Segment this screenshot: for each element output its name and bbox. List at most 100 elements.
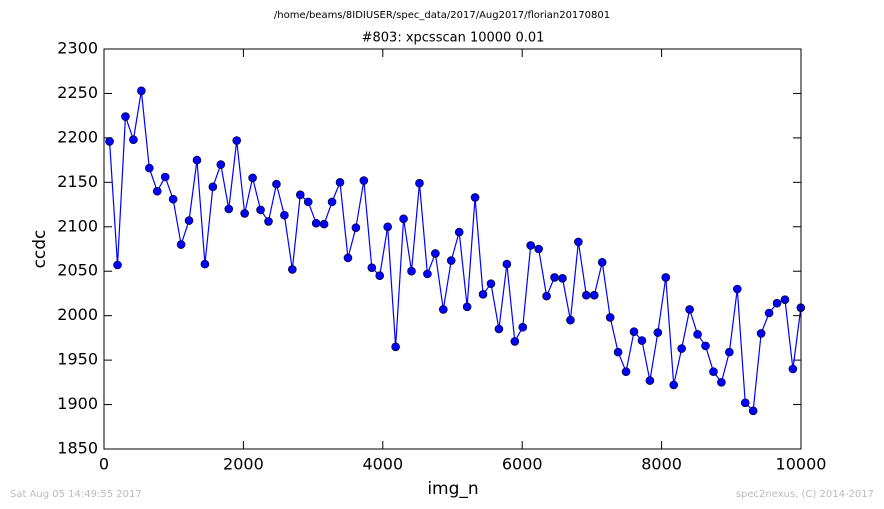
data-point xyxy=(256,205,265,215)
data-point xyxy=(399,214,408,224)
data-point xyxy=(129,135,138,144)
data-point xyxy=(534,244,543,254)
y-tick-label: 2150 xyxy=(57,172,98,191)
x-tick-label: 10000 xyxy=(776,455,827,474)
x-tick-label: 6000 xyxy=(502,455,543,474)
data-point xyxy=(295,190,305,200)
y-tick-label: 2300 xyxy=(57,39,98,58)
data-line xyxy=(108,90,802,413)
data-point xyxy=(407,266,416,276)
plot-frame xyxy=(103,48,802,450)
data-point xyxy=(335,178,345,187)
data-point xyxy=(748,406,758,416)
data-point xyxy=(311,218,321,228)
data-point xyxy=(160,172,170,182)
data-point xyxy=(566,315,575,325)
data-point xyxy=(423,269,432,279)
x-axis-label: img_n xyxy=(427,479,478,499)
data-point xyxy=(725,347,734,357)
data-point xyxy=(168,194,178,204)
y-tick-label: 2050 xyxy=(57,261,98,280)
data-point xyxy=(446,256,456,265)
data-point xyxy=(574,237,583,247)
data-point xyxy=(248,173,257,183)
data-point xyxy=(621,367,631,376)
data-point xyxy=(486,279,496,288)
x-tick-label: 0 xyxy=(99,455,109,474)
data-point xyxy=(184,216,194,225)
footer-left: Sat Aug 05 14:49:55 2017 xyxy=(10,489,142,500)
data-point xyxy=(605,313,615,322)
data-point xyxy=(629,327,639,336)
data-point xyxy=(597,258,607,267)
data-point xyxy=(264,217,273,226)
data-point xyxy=(383,222,392,232)
data-point xyxy=(152,186,162,196)
data-point xyxy=(494,324,504,334)
data-point xyxy=(542,291,551,301)
data-point xyxy=(200,259,210,269)
data-point xyxy=(462,302,472,312)
y-tick-label: 2200 xyxy=(57,127,98,146)
data-point xyxy=(359,176,369,185)
y-tick-label: 2100 xyxy=(57,216,98,235)
data-point xyxy=(327,197,337,207)
data-point xyxy=(470,193,480,202)
data-point xyxy=(637,336,647,345)
data-point xyxy=(550,273,559,282)
data-point xyxy=(613,347,623,357)
data-point xyxy=(216,160,226,169)
y-tick-label: 1950 xyxy=(57,350,98,369)
data-point xyxy=(137,86,146,96)
data-point xyxy=(589,290,599,300)
data-point xyxy=(653,328,663,337)
data-point xyxy=(709,367,718,376)
data-point xyxy=(303,197,313,207)
data-point xyxy=(510,337,520,346)
data-point xyxy=(121,112,130,121)
data-point xyxy=(367,263,377,272)
data-point xyxy=(669,380,679,390)
data-point xyxy=(431,249,440,258)
data-point xyxy=(661,273,671,282)
x-tick-label: 8000 xyxy=(641,455,682,474)
data-point xyxy=(280,210,289,220)
data-point xyxy=(145,163,154,173)
data-point xyxy=(288,265,297,274)
data-point xyxy=(717,378,726,387)
data-point xyxy=(208,182,218,192)
suptitle: /home/beams/8IDIUSER/spec_data/2017/Aug2… xyxy=(274,10,610,21)
y-tick-label: 1900 xyxy=(57,394,98,413)
data-point xyxy=(351,223,361,232)
y-axis-label: ccdc xyxy=(30,230,50,269)
data-point xyxy=(415,178,424,188)
data-point xyxy=(764,308,774,318)
chart-title: #803: xpcsscan 10000 0.01 xyxy=(362,31,545,46)
data-point xyxy=(788,364,798,374)
data-point xyxy=(454,227,464,237)
data-point xyxy=(780,295,790,304)
data-point xyxy=(756,329,766,338)
x-tick-label: 2000 xyxy=(223,455,264,474)
data-point xyxy=(391,342,400,352)
data-point xyxy=(582,290,591,300)
data-point xyxy=(375,271,385,280)
data-point xyxy=(113,260,122,270)
data-point xyxy=(232,136,242,145)
data-point xyxy=(772,298,782,308)
data-point xyxy=(502,259,512,269)
x-tick-label: 4000 xyxy=(362,455,403,474)
data-point xyxy=(558,274,567,283)
data-point xyxy=(645,376,655,385)
data-point xyxy=(685,305,694,314)
y-tick-label: 2000 xyxy=(57,305,98,324)
data-point xyxy=(192,155,202,165)
data-point xyxy=(677,344,686,353)
data-point xyxy=(272,179,281,189)
data-point xyxy=(478,290,488,299)
data-point xyxy=(319,219,329,229)
data-point xyxy=(701,341,710,351)
y-tick-label: 1850 xyxy=(57,439,98,458)
data-point xyxy=(518,322,528,332)
